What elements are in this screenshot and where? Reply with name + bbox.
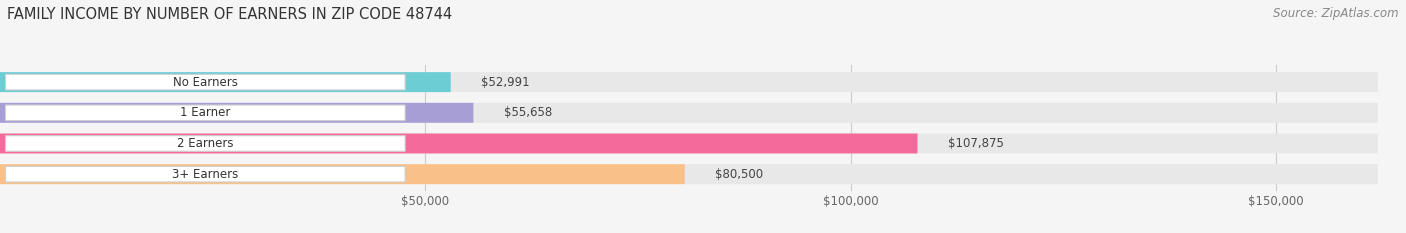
FancyBboxPatch shape (6, 74, 405, 90)
Text: No Earners: No Earners (173, 76, 238, 89)
FancyBboxPatch shape (6, 136, 405, 151)
FancyBboxPatch shape (0, 134, 1378, 154)
FancyBboxPatch shape (0, 72, 451, 92)
Text: $55,658: $55,658 (503, 106, 553, 119)
FancyBboxPatch shape (6, 166, 405, 182)
Text: 2 Earners: 2 Earners (177, 137, 233, 150)
FancyBboxPatch shape (0, 72, 1378, 92)
FancyBboxPatch shape (0, 103, 474, 123)
Text: $107,875: $107,875 (948, 137, 1004, 150)
Text: $52,991: $52,991 (481, 76, 530, 89)
Text: Source: ZipAtlas.com: Source: ZipAtlas.com (1274, 7, 1399, 20)
FancyBboxPatch shape (0, 164, 1378, 184)
FancyBboxPatch shape (6, 105, 405, 121)
FancyBboxPatch shape (0, 164, 685, 184)
FancyBboxPatch shape (0, 134, 918, 154)
Text: 3+ Earners: 3+ Earners (172, 168, 239, 181)
Text: FAMILY INCOME BY NUMBER OF EARNERS IN ZIP CODE 48744: FAMILY INCOME BY NUMBER OF EARNERS IN ZI… (7, 7, 453, 22)
Text: 1 Earner: 1 Earner (180, 106, 231, 119)
FancyBboxPatch shape (0, 103, 1378, 123)
Text: $80,500: $80,500 (716, 168, 763, 181)
